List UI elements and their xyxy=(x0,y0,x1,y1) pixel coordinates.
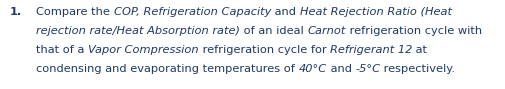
Text: condensing and evaporating temperatures of: condensing and evaporating temperatures … xyxy=(36,64,298,74)
Text: of an ideal: of an ideal xyxy=(239,26,307,36)
Text: respectively.: respectively. xyxy=(380,64,454,74)
Text: Carnot: Carnot xyxy=(307,26,345,36)
Text: -5°C: -5°C xyxy=(355,64,380,74)
Text: Vapor Compression: Vapor Compression xyxy=(88,45,198,55)
Text: rejection rate/Heat Absorption rate): rejection rate/Heat Absorption rate) xyxy=(36,26,239,36)
Text: 1.: 1. xyxy=(10,7,22,17)
Text: 40°C: 40°C xyxy=(298,64,326,74)
Text: refrigeration cycle for: refrigeration cycle for xyxy=(198,45,329,55)
Text: Compare the: Compare the xyxy=(36,7,113,17)
Text: at: at xyxy=(412,45,427,55)
Text: Refrigerant 12: Refrigerant 12 xyxy=(329,45,412,55)
Text: Heat Rejection Ratio (Heat: Heat Rejection Ratio (Heat xyxy=(299,7,450,17)
Text: COP, Refrigeration Capacity: COP, Refrigeration Capacity xyxy=(113,7,270,17)
Text: and: and xyxy=(326,64,355,74)
Text: refrigeration cycle with: refrigeration cycle with xyxy=(345,26,481,36)
Text: and: and xyxy=(270,7,299,17)
Text: that of a: that of a xyxy=(36,45,88,55)
